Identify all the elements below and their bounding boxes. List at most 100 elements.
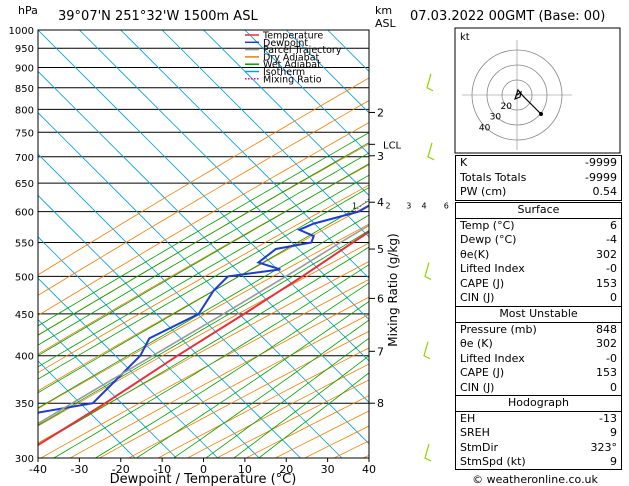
isotherm-line: [38, 360, 136, 458]
dry-adiabat-line: [99, 313, 369, 458]
km-tick-label: 6: [377, 292, 384, 305]
mu-theta-row: θe (K) 302: [460, 337, 617, 350]
wet-adiabat-line: [38, 142, 369, 336]
hodograph-ring-label: 30: [490, 113, 502, 123]
hodograph-unit: kt: [460, 32, 470, 43]
dry-adiabat-line: [38, 184, 369, 374]
wet-adiabat-line: [38, 132, 369, 327]
pressure-tick-label: 1000: [9, 26, 34, 37]
isotherm-line: [203, 30, 369, 197]
pressure-tick-label: 300: [15, 454, 34, 465]
pressure-tick-label: 850: [15, 84, 34, 95]
isotherm-line: [120, 30, 369, 279]
temp-row: Temp (°C) 6: [456, 217, 621, 234]
wind-barb: [424, 262, 432, 280]
km-tick-label: 2: [377, 106, 384, 119]
pressure-tick-label: 750: [15, 128, 34, 139]
isotherm-line: [38, 236, 260, 458]
pressure-tick-label: 550: [15, 239, 34, 250]
pressure-tick-label: 700: [15, 153, 34, 164]
isotherm-line: [285, 30, 369, 114]
x-tick-label: -30: [70, 463, 88, 476]
mu-cape-row: CAPE (J) 153: [460, 366, 617, 379]
most-unstable-title: Most Unstable: [499, 307, 578, 320]
hpa-label: hPa: [18, 4, 38, 17]
x-tick-label: 20: [279, 463, 293, 476]
wet-adiabat-line: [173, 319, 369, 458]
surface-box: Surface Temp (°C) 6 Dewp (°C) -4 θe(K) 302 …: [455, 202, 622, 307]
km-tick-label: 8: [377, 397, 384, 410]
stmspd-row: StmSpd (kt) 9: [460, 455, 617, 468]
hodograph-ring-label: 20: [500, 102, 512, 112]
hodograph-frame: [454, 27, 621, 154]
legend-label-parcel-trajectory: Parcel Trajectory: [263, 45, 342, 56]
totals-row: Totals Totals -9999: [460, 170, 617, 184]
hodograph-params-box: Hodograph EH -13 SREH 9 StmDir 323° StmSpd …: [455, 395, 622, 470]
dry-adiabat-line: [38, 143, 369, 336]
wet-adiabat-line: [205, 337, 369, 458]
mu-cin-row: CIN (J) 0: [460, 380, 617, 394]
x-tick-label: 10: [238, 463, 252, 476]
surface-title: Surface: [517, 203, 560, 216]
hodograph-ring-label: 40: [479, 123, 491, 133]
wet-adiabat-line: [95, 282, 369, 458]
isotherm-line: [38, 277, 219, 458]
x-tick-label: -20: [112, 463, 130, 476]
isotherm-line: [38, 30, 369, 362]
mixing-ratio-label: 2: [385, 202, 390, 211]
dry-adiabat-line: [38, 77, 369, 276]
isotherm-line: [244, 30, 369, 155]
wet-adiabat-line: [38, 214, 369, 409]
isotherm-line: [38, 112, 369, 445]
legend-label-temperature: Temperature: [262, 31, 323, 42]
wet-adiabat-line: [136, 300, 369, 458]
x-tick-label: 40: [362, 463, 376, 476]
series-parcel-trajectory: [38, 224, 369, 425]
wind-barb: [427, 142, 435, 161]
wet-adiabat-line: [38, 230, 369, 426]
km-tick-label: 5: [377, 243, 384, 256]
stmdir-row: StmDir 323°: [460, 440, 617, 454]
cin-row: CIN (J) 0: [460, 291, 617, 304]
km-tick-label: 3: [377, 150, 384, 163]
km-tick-label: 4: [377, 196, 384, 209]
li-row: Lifted Index -0: [460, 262, 617, 275]
legend-label-dewpoint: Dewpoint: [263, 38, 308, 49]
hodograph-params-title: Hodograph: [508, 396, 569, 409]
dry-adiabat-line: [38, 242, 369, 427]
wind-barb: [423, 341, 431, 360]
pressure-tick-label: 950: [15, 44, 34, 55]
wet-adiabat-line: [38, 163, 369, 357]
mixing-ratio-label: 4: [421, 202, 426, 211]
wet-adiabat-line: [38, 174, 369, 368]
hodograph-storm-point: [539, 112, 543, 116]
dry-adiabat-line: [38, 260, 369, 444]
legend-label-dry-adiabat: Dry Adiabat: [263, 52, 320, 63]
dry-adiabat-line: [40, 278, 369, 458]
dry-adiabat-line: [128, 330, 369, 458]
dry-adiabat-line: [70, 296, 369, 458]
wet-adiabat-line: [38, 200, 369, 394]
km-tick-label: 7: [377, 345, 384, 358]
series-dewpoint: [38, 204, 369, 414]
pressure-tick-label: 800: [15, 105, 34, 116]
lcl-label: LCL: [383, 140, 402, 151]
datetime-title: 07.03.2022 00GMT (Base: 00): [410, 9, 605, 24]
theta-row: θe(K) 302: [460, 247, 617, 261]
credit: © weatheronline.co.uk: [472, 473, 598, 486]
dry-adiabat-line: [38, 100, 369, 296]
pressure-tick-label: 650: [15, 179, 34, 190]
wet-adiabat-line: [38, 152, 369, 346]
legend-label-isotherm: Isotherm: [263, 67, 305, 78]
km-label: km: [375, 4, 392, 17]
mu-pressure-row: Pressure (mb) 848: [456, 321, 621, 338]
pressure-tick-label: 350: [15, 399, 34, 410]
wind-barb: [424, 443, 432, 462]
x-tick-label: -10: [153, 463, 171, 476]
mixing-ratio-label: 3: [406, 202, 411, 211]
pressure-tick-label: 500: [15, 272, 34, 283]
isotherm-line: [161, 30, 369, 238]
k-row: K -9999: [460, 156, 617, 169]
location-title: 39°07'N 251°32'W 1500m ASL: [58, 9, 258, 24]
